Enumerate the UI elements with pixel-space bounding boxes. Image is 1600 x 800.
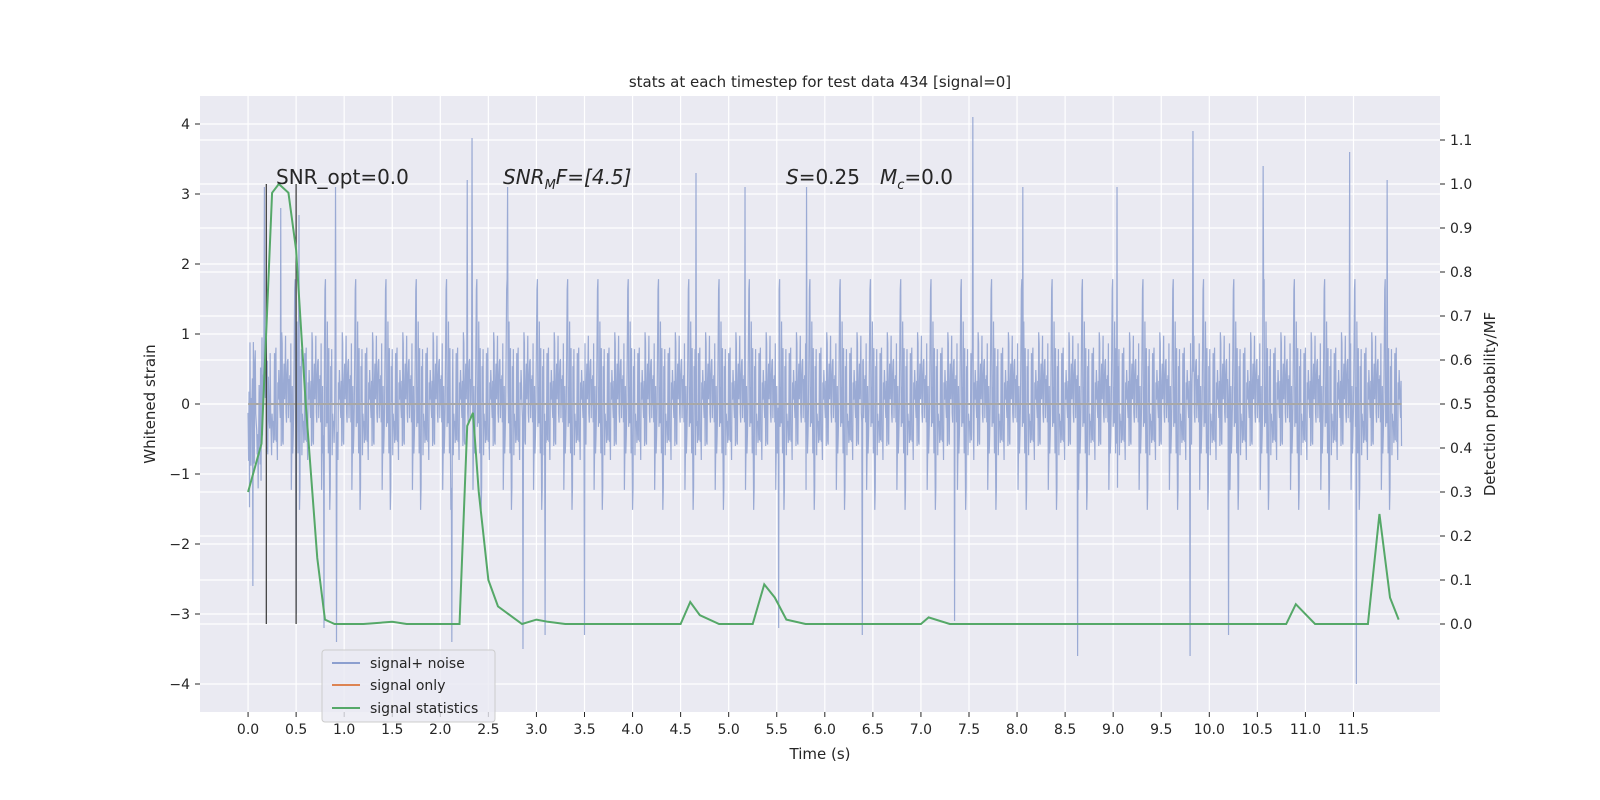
x-ticks: 0.0 0.5 1.0 1.5 2.0 2.5 3.0 3.5 4.0 4.5 5.0 5.5 6.0 6… xyxy=(237,712,1369,738)
x-tick-label: 11.5 xyxy=(1338,722,1369,738)
x-tick-label: 0.0 xyxy=(237,722,259,738)
mc-sub: c xyxy=(897,178,904,193)
y-tick-label: 1 xyxy=(181,327,190,343)
y2-tick-label: 0.3 xyxy=(1450,485,1472,501)
y-tick-label: −2 xyxy=(169,537,190,553)
y2-axis-title: Detection probability/MF xyxy=(1481,312,1499,496)
y-axis-title: Whitened strain xyxy=(141,344,159,463)
y2-tick-label: 0.7 xyxy=(1450,309,1472,325)
y2-tick-label: 0.9 xyxy=(1450,221,1472,237)
s-symbol: S xyxy=(786,165,799,189)
y2-tick-label: 0.8 xyxy=(1450,265,1472,281)
legend: signal+ noise signal only signal statist… xyxy=(321,649,496,723)
y-tick-label: 0 xyxy=(181,397,190,413)
x-tick-label: 0.5 xyxy=(285,722,307,738)
x-tick-label: 2.5 xyxy=(477,722,499,738)
y2-ticks: 1.1 1.0 0.9 0.8 0.7 0.6 0.5 0.4 0.3 0.2 0.1 0.0 xyxy=(1440,133,1472,633)
x-tick-label: 9.0 xyxy=(1102,722,1124,738)
signal-statistics-series xyxy=(247,182,1400,626)
y-tick-label: −4 xyxy=(169,677,190,693)
y-tick-label: 3 xyxy=(181,187,190,203)
snr-mf-sub: M xyxy=(545,178,556,193)
x-tick-label: 7.5 xyxy=(958,722,980,738)
snr-mf-base: SNR xyxy=(503,165,545,189)
x-tick-label: 6.5 xyxy=(862,722,884,738)
x-tick-label: 2.0 xyxy=(429,722,451,738)
mc-value: =0.0 xyxy=(904,165,953,189)
x-axis-title: Time (s) xyxy=(789,745,851,763)
y-ticks: 4 3 2 1 0 −1 −2 −3 −4 xyxy=(169,117,200,693)
y-tick-label: 4 xyxy=(181,117,190,133)
x-tick-label: 3.5 xyxy=(573,722,595,738)
y2-tick-label: 0.2 xyxy=(1450,529,1472,545)
signal-noise-series xyxy=(247,116,1403,685)
x-tick-label: 8.0 xyxy=(1006,722,1028,738)
x-tick-label: 8.5 xyxy=(1054,722,1076,738)
x-tick-label: 10.5 xyxy=(1242,722,1273,738)
snr-mf-f: F=[4.5] xyxy=(556,165,632,189)
y2-tick-label: 0.5 xyxy=(1450,397,1472,413)
y2-tick-label: 0.6 xyxy=(1450,353,1472,369)
y2-tick-label: 1.1 xyxy=(1450,133,1472,149)
legend-label-signal-noise: signal+ noise xyxy=(370,656,465,672)
chart-title: stats at each timestep for test data 434… xyxy=(629,73,1011,91)
legend-label-signal-only: signal only xyxy=(370,678,445,694)
s-value: =0.25 xyxy=(799,165,860,189)
legend-label-signal-statistics: signal statistics xyxy=(370,701,478,717)
y-tick-label: −3 xyxy=(169,607,190,623)
x-tick-label: 9.5 xyxy=(1150,722,1172,738)
y2-tick-label: 0.1 xyxy=(1450,573,1472,589)
x-tick-label: 10.0 xyxy=(1194,722,1225,738)
y-tick-label: 2 xyxy=(181,257,190,273)
x-tick-label: 7.0 xyxy=(910,722,932,738)
y-tick-label: −1 xyxy=(169,467,190,483)
snr-mf-annotation: SNRMF=[4.5] xyxy=(503,165,631,193)
x-tick-label: 4.5 xyxy=(669,722,691,738)
x-tick-label: 5.0 xyxy=(718,722,740,738)
y2-tick-label: 0.4 xyxy=(1450,441,1472,457)
y2-tick-label: 0.0 xyxy=(1450,617,1472,633)
x-tick-label: 1.0 xyxy=(333,722,355,738)
snr-opt-annotation: SNR_opt=0.0 xyxy=(276,165,409,189)
x-tick-label: 6.0 xyxy=(814,722,836,738)
x-tick-label: 11.0 xyxy=(1290,722,1321,738)
mc-symbol: M xyxy=(880,165,897,189)
x-tick-label: 5.5 xyxy=(766,722,788,738)
x-tick-label: 4.0 xyxy=(621,722,643,738)
signal-noise-line xyxy=(247,116,1403,685)
x-tick-label: 1.5 xyxy=(381,722,403,738)
signal-statistics-line xyxy=(247,182,1400,626)
y2-tick-label: 1.0 xyxy=(1450,177,1472,193)
legend-box xyxy=(321,649,496,723)
mc-annotation: Mc=0.0 xyxy=(880,165,953,193)
s-annotation: S=0.25 xyxy=(786,165,860,189)
x-tick-label: 3.0 xyxy=(525,722,547,738)
